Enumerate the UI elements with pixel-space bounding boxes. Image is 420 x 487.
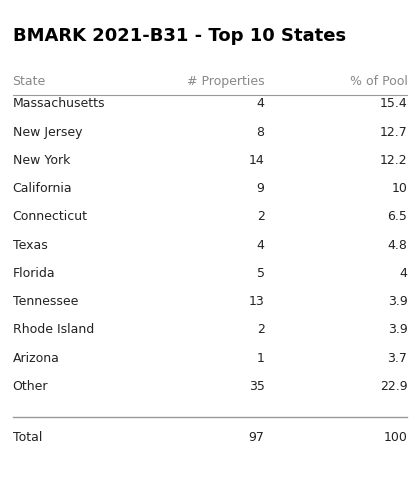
Text: Rhode Island: Rhode Island [13,323,94,337]
Text: California: California [13,182,72,195]
Text: 3.9: 3.9 [388,295,407,308]
Text: 4: 4 [399,267,407,280]
Text: 9: 9 [257,182,265,195]
Text: # Properties: # Properties [187,75,265,89]
Text: BMARK 2021-B31 - Top 10 States: BMARK 2021-B31 - Top 10 States [13,27,346,45]
Text: 8: 8 [257,126,265,139]
Text: Connecticut: Connecticut [13,210,88,224]
Text: 3.9: 3.9 [388,323,407,337]
Text: % of Pool: % of Pool [349,75,407,89]
Text: Other: Other [13,380,48,393]
Text: 3.7: 3.7 [388,352,407,365]
Text: Arizona: Arizona [13,352,60,365]
Text: New York: New York [13,154,70,167]
Text: 2: 2 [257,323,265,337]
Text: 12.2: 12.2 [380,154,407,167]
Text: 4.8: 4.8 [388,239,407,252]
Text: 5: 5 [257,267,265,280]
Text: Texas: Texas [13,239,47,252]
Text: 15.4: 15.4 [380,97,407,111]
Text: Florida: Florida [13,267,55,280]
Text: 22.9: 22.9 [380,380,407,393]
Text: 1: 1 [257,352,265,365]
Text: 6.5: 6.5 [388,210,407,224]
Text: State: State [13,75,46,89]
Text: 35: 35 [249,380,265,393]
Text: 4: 4 [257,97,265,111]
Text: 10: 10 [391,182,407,195]
Text: 4: 4 [257,239,265,252]
Text: 97: 97 [249,431,265,445]
Text: 13: 13 [249,295,265,308]
Text: 14: 14 [249,154,265,167]
Text: Total: Total [13,431,42,445]
Text: Massachusetts: Massachusetts [13,97,105,111]
Text: New Jersey: New Jersey [13,126,82,139]
Text: 12.7: 12.7 [380,126,407,139]
Text: 100: 100 [383,431,407,445]
Text: Tennessee: Tennessee [13,295,78,308]
Text: 2: 2 [257,210,265,224]
